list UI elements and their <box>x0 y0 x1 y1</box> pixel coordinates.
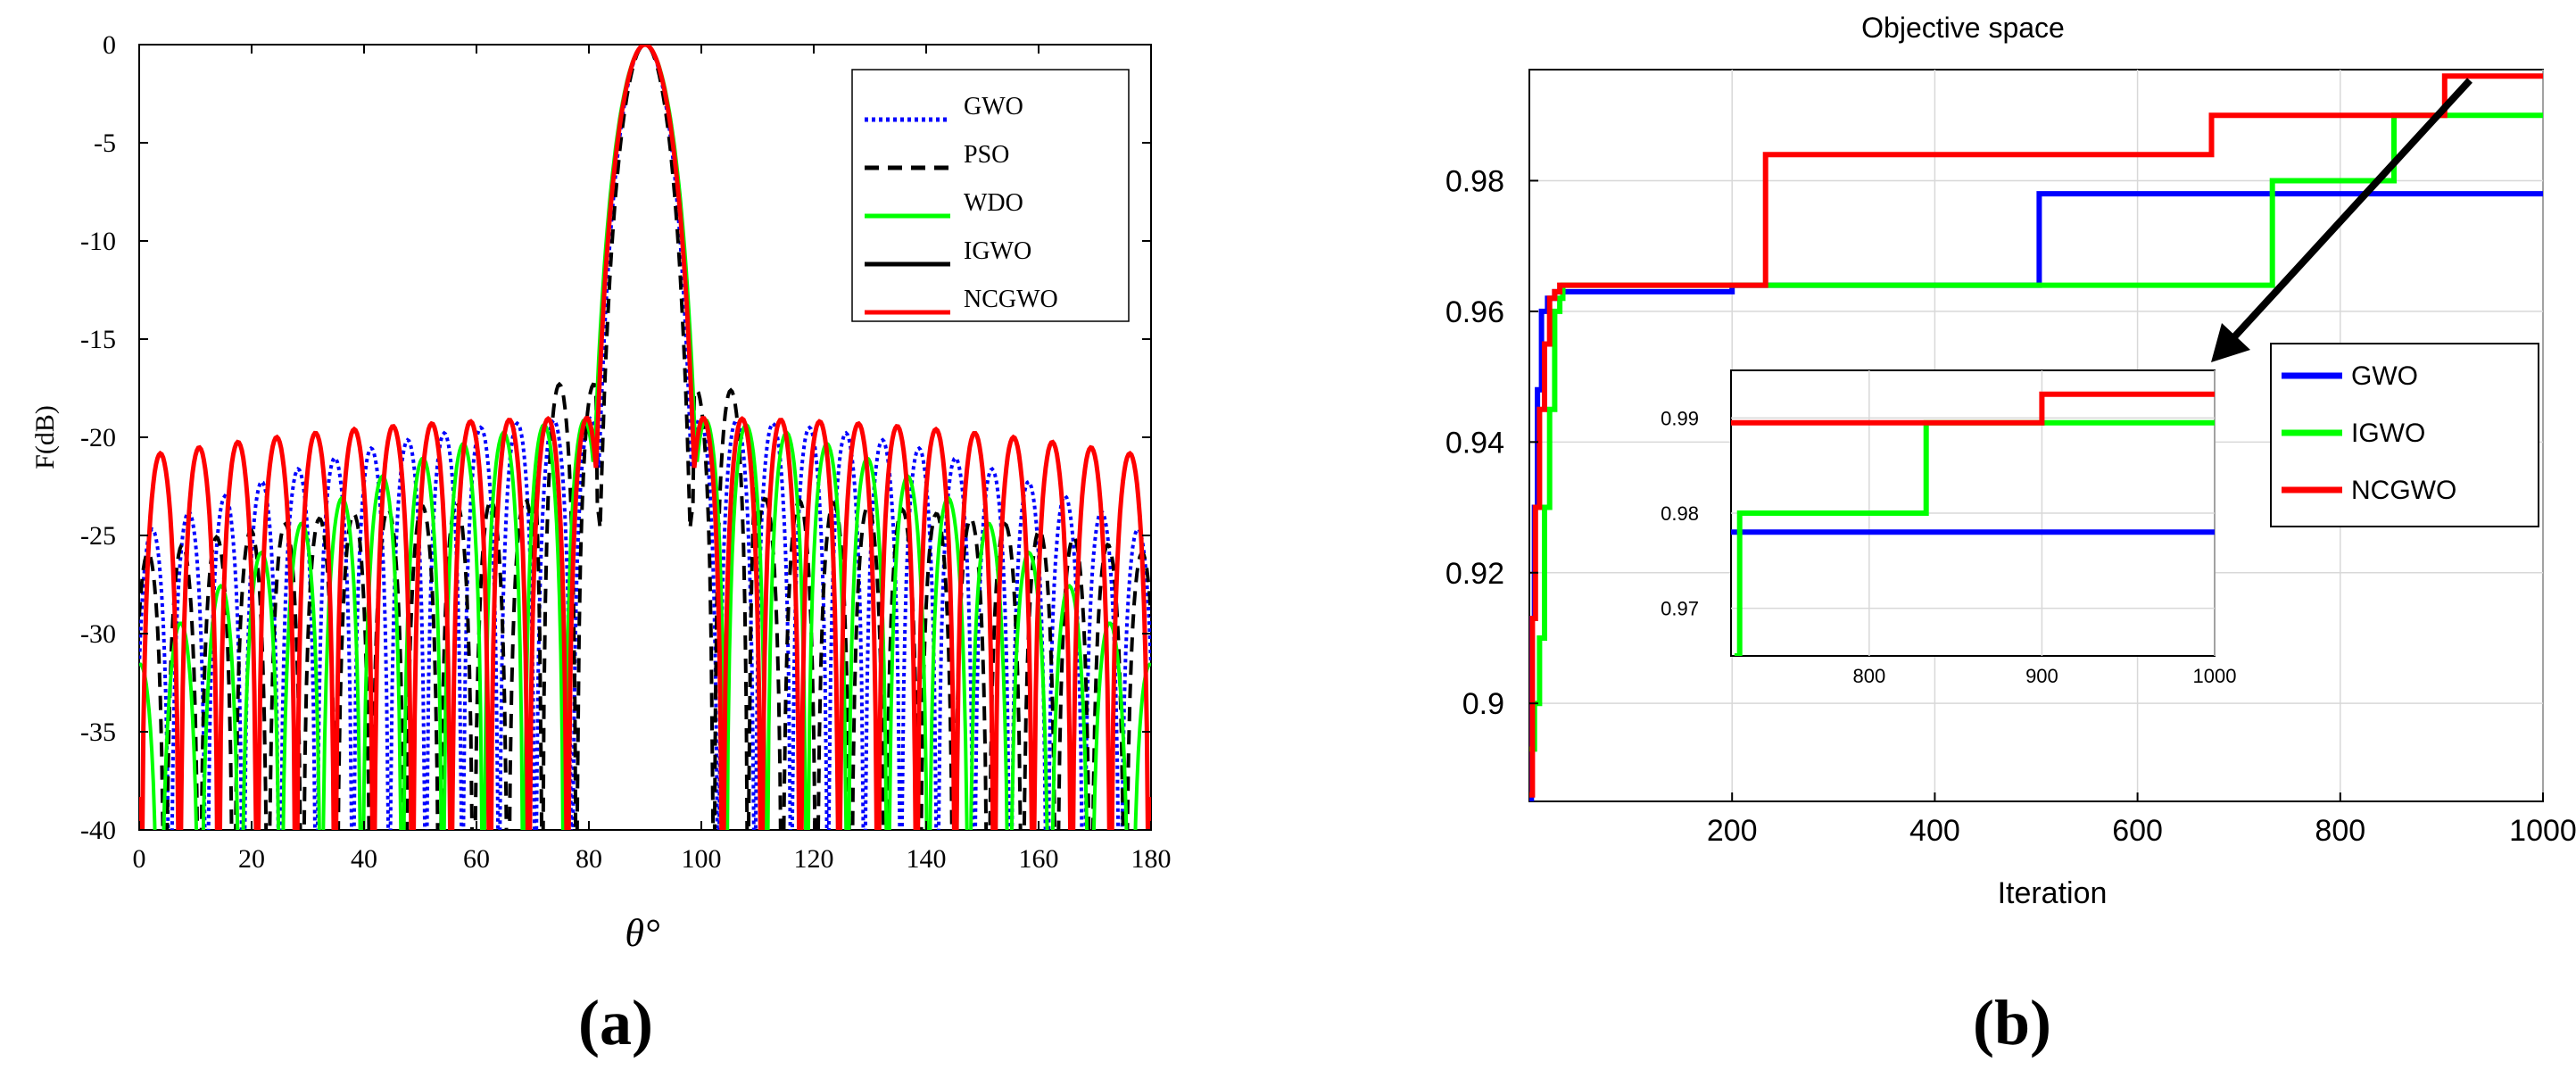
panel-a-y-tick-label: -20 <box>80 423 116 452</box>
panel-a-legend-label: GWO <box>964 93 1023 120</box>
panel-a-legend-label: IGWO <box>964 237 1031 265</box>
panel-b-series-igwo-line <box>1529 112 2543 752</box>
panel-a: 0 20 40 60 80 100 120 140 160 180 0 -5 -10 -15 -20 -25 -… <box>30 30 1172 1058</box>
panel-a-x-tick-label: 100 <box>682 844 722 874</box>
panel-a-x-tick-label: 180 <box>1131 844 1172 874</box>
panel-b-label: (b) <box>1973 987 2051 1058</box>
panel-b-x-tick-label: 800 <box>2315 814 2365 848</box>
inset-y-tick-label: 0.99 <box>1661 407 1699 429</box>
panel-a-legend: GWO PSO WDO IGWO NCGWO <box>851 69 1130 322</box>
panel-b-x-tick-label: 600 <box>2112 814 2163 848</box>
panel-b-title: Objective space <box>1861 12 2065 44</box>
panel-a-legend-label: NCGWO <box>964 286 1058 313</box>
panel-b: Objective space 200 400 600 800 1000 0.9 0.92 0… <box>1445 12 2576 1058</box>
panel-a-y-tick-label: 0 <box>103 30 116 60</box>
inset-y-tick-label: 0.97 <box>1661 598 1699 620</box>
panel-b-series-ncgwo-line <box>1529 73 2543 798</box>
panel-a-series-pso-line <box>139 45 1151 830</box>
panel-a-y-tick-label: -35 <box>80 717 116 747</box>
panel-a-label: (a) <box>578 987 653 1058</box>
panel-a-legend-label: WDO <box>964 189 1023 217</box>
panel-a-series-wdo-line <box>139 45 1151 830</box>
panel-a-y-tick-label: -40 <box>80 816 116 845</box>
inset-arrow-shaft <box>2228 78 2472 344</box>
panel-a-legend-box <box>851 69 1130 322</box>
panel-a-y-tick-label: -25 <box>80 521 116 551</box>
panel-b-y-tick-label: 0.92 <box>1445 557 1504 591</box>
panel-b-y-tick-label: 0.9 <box>1462 687 1504 721</box>
panel-b-x-axis-label: Iteration <box>1998 876 2108 910</box>
panel-b-legend-label: IGWO <box>2351 419 2425 448</box>
panel-a-y-tick-label: -5 <box>94 129 116 158</box>
panel-b-y-tick-label: 0.96 <box>1445 295 1504 329</box>
panel-a-x-tick-label: 140 <box>907 844 947 874</box>
panel-b-x-tick-label: 200 <box>1707 814 1758 848</box>
panel-b-legend-label: NCGWO <box>2351 476 2456 505</box>
inset-arrow <box>2211 78 2472 362</box>
panel-a-x-tick-label: 160 <box>1019 844 1059 874</box>
inset-x-tick-label: 800 <box>1852 665 1885 687</box>
panel-a-y-axis-label: F(dB) <box>30 405 60 469</box>
panel-a-x-tick-label: 40 <box>351 844 377 874</box>
panel-b-x-tick-label: 400 <box>1909 814 1960 848</box>
panel-b-legend-label: GWO <box>2351 361 2418 391</box>
panel-a-series-ncgwo-line <box>139 45 1151 830</box>
panel-a-x-tick-label: 20 <box>238 844 265 874</box>
inset-x-tick-label: 900 <box>2025 665 2058 687</box>
inset-x-tick-label: 1000 <box>2193 665 2237 687</box>
panel-a-x-tick-label: 80 <box>576 844 602 874</box>
panel-b-y-tick-label: 0.98 <box>1445 164 1504 198</box>
panel-b-y-tick-label: 0.94 <box>1445 426 1504 460</box>
panel-a-x-tick-label: 60 <box>463 844 490 874</box>
panel-a-x-tick-label: 120 <box>794 844 834 874</box>
panel-a-x-axis-label-text: θ° <box>625 911 659 955</box>
inset-y-tick-label: 0.98 <box>1661 502 1699 525</box>
panel-a-y-tick-label: -30 <box>80 619 116 649</box>
panel-b-legend: GWO IGWO NCGWO <box>2270 343 2539 527</box>
panel-a-legend-label: PSO <box>964 141 1009 169</box>
panel-b-inset: 800 900 1000 0.97 0.98 0.99 <box>1661 369 2237 687</box>
panel-a-y-tick-label: -15 <box>80 325 116 354</box>
panel-a-y-tick-label: -10 <box>80 227 116 256</box>
panel-a-x-axis-label: θ° <box>625 911 659 955</box>
inset-series-ncgwo-line <box>1731 391 2215 426</box>
panel-a-x-tick-label: 0 <box>133 844 146 874</box>
panel-b-x-tick-label: 1000 <box>2509 814 2576 848</box>
inset-arrow-head <box>2211 323 2250 362</box>
